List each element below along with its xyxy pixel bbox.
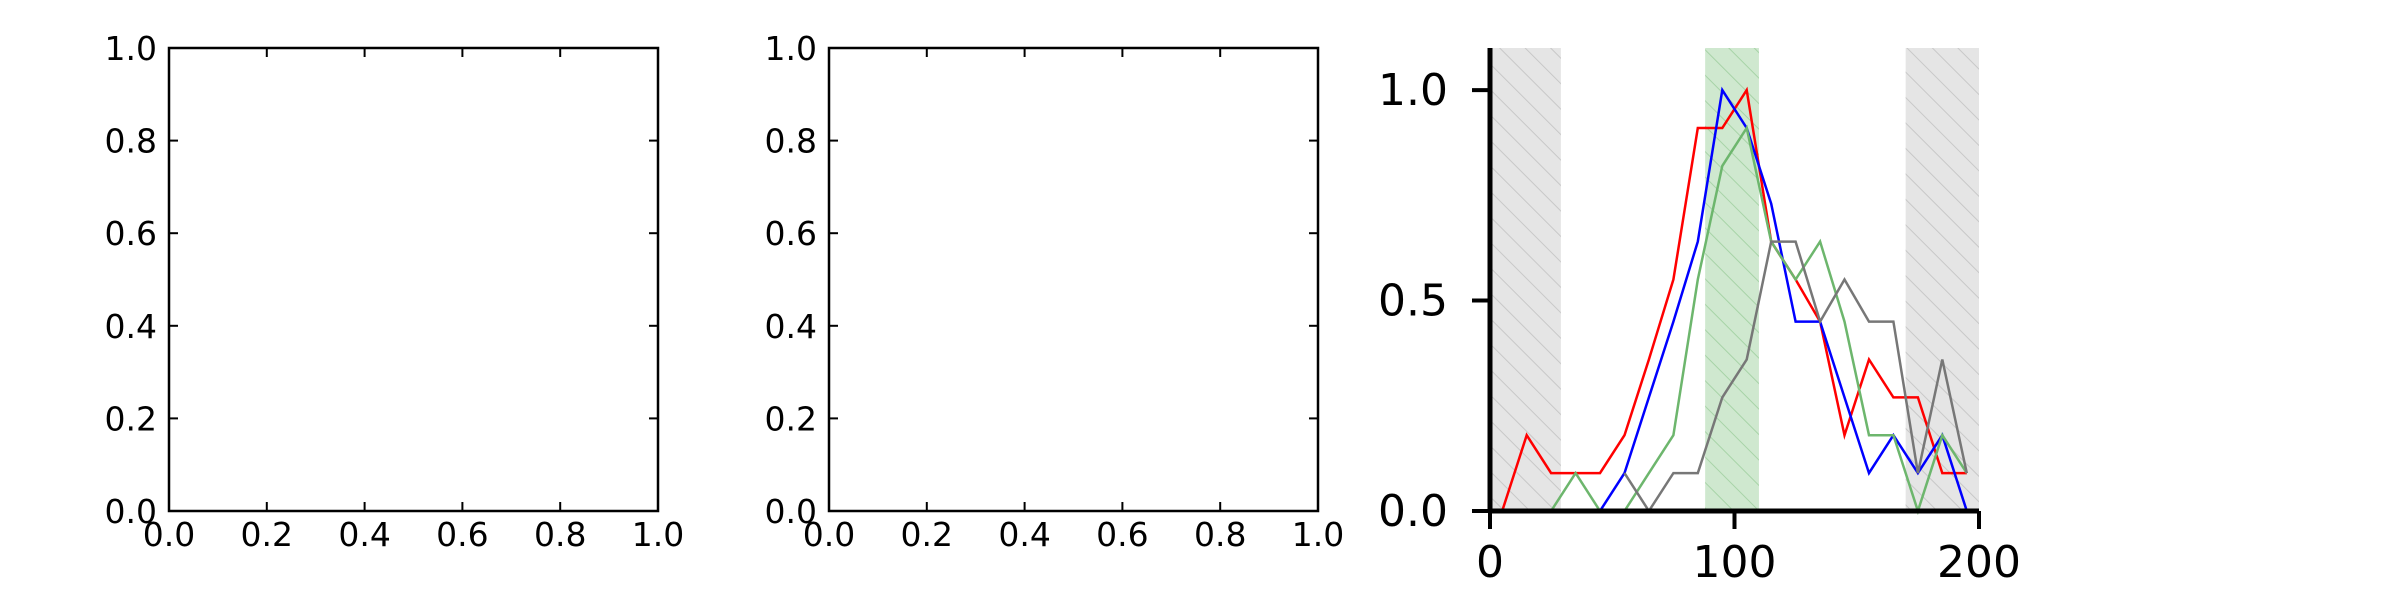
empty-axes-panel-2: 0.0 0.2 0.4 0.6 0.8 1.0 0.0 0.2 0.4 0.6 0.8 1.0	[765, 29, 1345, 554]
plot-frame	[827, 46, 1320, 513]
y-tick-label: 1.0	[1378, 65, 1448, 116]
x-tick-label: 1.0	[1292, 515, 1344, 554]
y-tick-label: 1.0	[105, 29, 157, 68]
x-tick-label: 0	[1476, 537, 1504, 588]
x-tick-label: 0.0	[803, 515, 855, 554]
tick-labels: 0.0 0.2 0.4 0.6 0.8 1.0 0.0 0.2 0.4 0.6 0.8 1.0	[765, 29, 1345, 554]
x-tick-label: 0.4	[338, 515, 390, 554]
y-tick-label: 0.6	[105, 214, 157, 253]
y-tick-label: 0.0	[105, 492, 157, 531]
line-chart-panel: 0 100 200 0.0 0.5 1.0	[1378, 48, 2021, 588]
x-tick-label: 0.2	[901, 515, 953, 554]
tick-labels: 0.0 0.2 0.4 0.6 0.8 1.0 0.0 0.2 0.4 0.6 0.8 1.0	[105, 29, 685, 554]
x-tick-label: 0.8	[534, 515, 586, 554]
y-tick-label: 0.8	[765, 122, 817, 161]
y-tick-label: 0.2	[765, 399, 817, 438]
y-tick-label: 0.4	[765, 307, 817, 346]
tick-marks	[828, 47, 1319, 512]
y-tick-label: 1.0	[765, 29, 817, 68]
shaded-regions	[1490, 48, 1979, 511]
shaded-region-hatch-2	[1705, 48, 1759, 511]
y-tick-label: 0.0	[765, 492, 817, 531]
tick-labels: 0 100 200 0.0 0.5 1.0	[1378, 65, 2021, 588]
x-tick-label: 0.4	[998, 515, 1050, 554]
y-tick-label: 0.8	[105, 122, 157, 161]
x-tick-label: 100	[1693, 537, 1777, 588]
x-tick-label: 0.0	[143, 515, 195, 554]
x-tick-label: 0.2	[241, 515, 293, 554]
x-tick-label: 0.8	[1194, 515, 1246, 554]
empty-axes-panel-1: 0.0 0.2 0.4 0.6 0.8 1.0 0.0 0.2 0.4 0.6 0.8 1.0	[105, 29, 685, 554]
y-tick-label: 0.6	[765, 214, 817, 253]
tick-marks	[168, 47, 659, 512]
x-tick-label: 1.0	[632, 515, 684, 554]
y-tick-label: 0.4	[105, 307, 157, 346]
x-tick-label: 200	[1937, 537, 2021, 588]
x-tick-label: 0.6	[1096, 515, 1148, 554]
tick-marks	[1472, 88, 1981, 529]
shaded-region-hatch-3	[1905, 48, 1979, 511]
x-tick-label: 0.6	[436, 515, 488, 554]
y-tick-label: 0.0	[1378, 486, 1448, 537]
shaded-region-hatch-1	[1490, 48, 1561, 511]
series-line-4	[1623, 240, 1969, 514]
y-tick-label: 0.2	[105, 399, 157, 438]
y-tick-label: 0.5	[1378, 276, 1448, 327]
plot-frame	[167, 46, 660, 513]
